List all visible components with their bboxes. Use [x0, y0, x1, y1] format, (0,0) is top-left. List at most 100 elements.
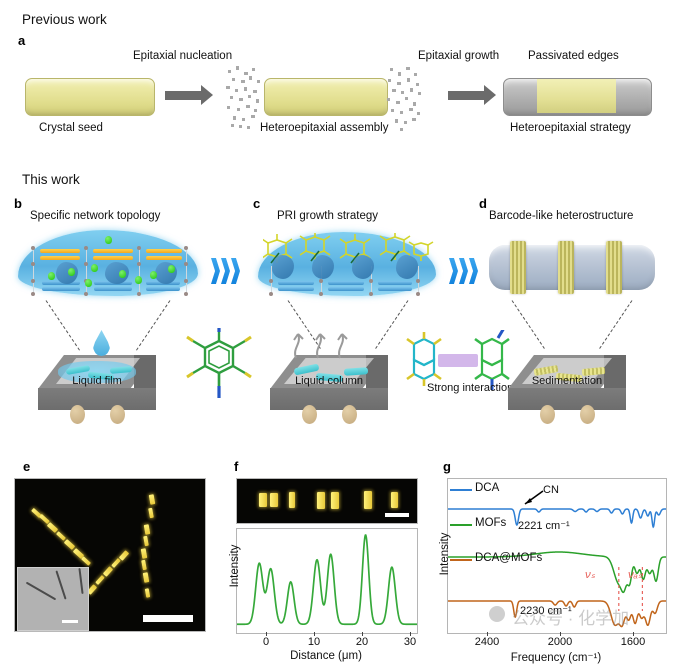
- dark-domain: [272, 255, 294, 279]
- substrate-sedimentation: [492, 355, 642, 425]
- network-strut: [33, 248, 35, 294]
- guest-molecule: [91, 264, 98, 272]
- network-node: [184, 262, 188, 266]
- strip-segment: [289, 492, 295, 508]
- section-this-work: This work: [22, 172, 80, 187]
- network-node: [137, 246, 141, 250]
- dark-domain: [105, 262, 129, 284]
- lamella-orange: [146, 256, 182, 260]
- panel-f-xtick-1: 10: [307, 636, 321, 648]
- cn-annotation-label: CN: [543, 484, 559, 496]
- guest-molecule: [150, 271, 157, 279]
- network-node: [269, 292, 273, 296]
- panel-g-spectra: [448, 508, 666, 628]
- panel-g-xtick-0: 2400: [474, 636, 500, 648]
- barcode-segment: [143, 524, 151, 535]
- barcode-segment: [141, 559, 147, 571]
- watermark-text: 公众号 · 化学加: [512, 609, 630, 628]
- barcode-segment: [46, 521, 59, 534]
- substrate-foot: [342, 405, 357, 424]
- barcode-segment: [140, 548, 148, 559]
- network-node: [31, 292, 35, 296]
- guest-molecule: [105, 236, 112, 244]
- panel-g-xlabel: Frequency (cm⁻¹): [510, 652, 602, 664]
- network-node: [137, 262, 141, 266]
- network-node: [416, 292, 420, 296]
- arrow-epitaxial-nucleation: [165, 85, 213, 105]
- inset-scale-bar: [62, 620, 78, 623]
- network-node: [319, 279, 323, 283]
- leader-line: [45, 300, 80, 351]
- substrate-foot: [580, 405, 595, 424]
- legend-label-dca: DCA: [475, 482, 500, 494]
- panel-letter-d: d: [479, 196, 487, 211]
- network-strut: [139, 248, 141, 294]
- barcode-segment: [142, 572, 150, 583]
- dark-domain: [352, 255, 374, 279]
- legend-swatch-mofs: [450, 524, 472, 527]
- network-node: [184, 279, 188, 283]
- barcode-segment: [55, 531, 67, 541]
- watermark-logo: [489, 606, 505, 622]
- fluorescence-strip-f: [236, 478, 418, 524]
- panel-a-caption-2: Heteroepitaxial assembly: [260, 122, 389, 134]
- panel-letter-e: e: [23, 459, 31, 474]
- substrate-caption-b: Liquid film: [72, 375, 122, 387]
- strip-segment: [259, 493, 267, 507]
- substrate-foot: [540, 405, 555, 424]
- barcode-segment: [144, 588, 151, 598]
- fluorescence-micrograph-e: [14, 478, 206, 632]
- strip-segment: [391, 492, 398, 508]
- panel-letter-c: c: [253, 196, 261, 211]
- section-previous-work: Previous work: [22, 12, 107, 27]
- substrate-foot: [302, 405, 317, 424]
- network-node: [184, 292, 188, 296]
- substrate-foot: [110, 405, 125, 424]
- dcamofs-peak-label: 2230 cm⁻¹: [520, 605, 572, 617]
- lamella-orange: [146, 249, 182, 253]
- inset-rod: [25, 581, 57, 601]
- panel-g-ylabel: Intensity: [439, 532, 451, 576]
- dark-domain: [56, 262, 78, 284]
- network-node: [137, 292, 141, 296]
- panel-a-arrow-label-1: Epitaxial nucleation: [133, 50, 233, 62]
- strong-interactions-label-line1: Strong interactions: [427, 382, 519, 394]
- inset-rod: [55, 570, 67, 600]
- barcode-segment: [143, 535, 149, 547]
- panel-f-xlabel: Distance (μm): [290, 650, 362, 662]
- lamella-orange: [40, 249, 80, 253]
- barcode-band: [510, 241, 526, 294]
- substrate-caption-d: Sedimentation: [531, 375, 603, 387]
- legend-label-dcamofs: DCA@MOFs: [475, 552, 543, 564]
- dca-peak-label: 2221 cm⁻¹: [518, 520, 570, 532]
- lamella-blue: [378, 281, 412, 285]
- panel-f-trace: [237, 534, 417, 626]
- panel-a-passivated-edges-label: Passivated edges: [528, 50, 619, 62]
- legend-swatch-dca: [450, 489, 472, 492]
- panel-f-scale-bar: [385, 513, 409, 517]
- legend-label-mofs: MOFs: [475, 517, 507, 529]
- legend-swatch-dcamofs: [450, 559, 472, 562]
- guest-molecule: [119, 270, 126, 278]
- panel-f-xticks: 0 10 20 30: [236, 632, 416, 648]
- substrate-liquid-column: [254, 355, 404, 425]
- panel-f-xtick-2: 20: [355, 636, 369, 648]
- strip-segment: [317, 492, 325, 509]
- evaporation-arrows: [293, 333, 348, 359]
- panel-a-caption-3: Heteroepitaxial strategy: [510, 122, 631, 134]
- dark-domain: [312, 255, 334, 279]
- lamella-blue: [146, 287, 180, 291]
- heteroepitaxial-assembly-rod: [264, 78, 388, 116]
- substrate-foot: [70, 405, 85, 424]
- network-node: [416, 279, 420, 283]
- panel-f-xtick-3: 30: [403, 636, 417, 648]
- panel-letter-g: g: [443, 459, 451, 474]
- network-node: [31, 262, 35, 266]
- panel-g-xticks: 2400 2000 1600: [447, 632, 665, 648]
- leader-line: [136, 300, 171, 351]
- dark-domain: [396, 255, 418, 279]
- network-strut: [186, 248, 188, 294]
- panel-e-inset: [17, 567, 89, 631]
- barcode-segment: [95, 574, 105, 586]
- lamella-blue: [278, 287, 314, 291]
